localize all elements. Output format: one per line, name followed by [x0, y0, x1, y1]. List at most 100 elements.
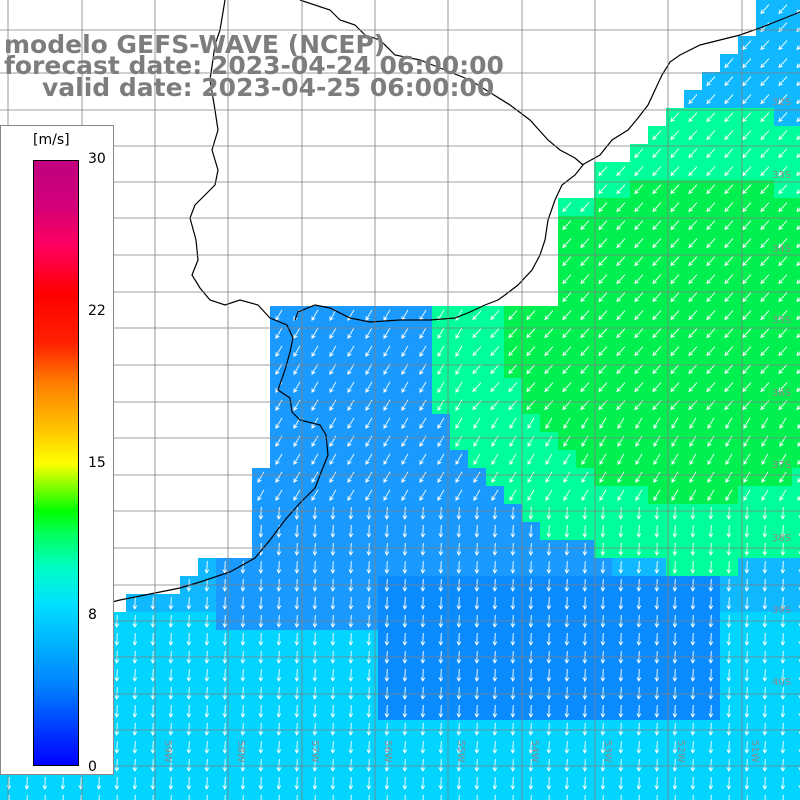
- wind-cell: [792, 378, 800, 396]
- wind-arrow: [365, 417, 373, 429]
- wind-arrow: [311, 471, 319, 483]
- wind-arrow: [726, 560, 732, 574]
- wind-arrow: [580, 328, 590, 339]
- wind-arrow: [707, 435, 715, 447]
- wind-arrow: [726, 596, 732, 610]
- wind-arrow: [530, 794, 532, 800]
- wind-arrow: [294, 506, 300, 520]
- wind-arrow: [420, 632, 426, 646]
- wind-arrow: [742, 238, 752, 249]
- wind-arrow: [510, 686, 516, 700]
- wind-arrow: [562, 346, 572, 357]
- wind-cell: [792, 450, 800, 468]
- wind-cell: [792, 594, 800, 612]
- wind-arrow: [653, 471, 661, 483]
- wind-arrow: [670, 382, 680, 393]
- wind-cell: [792, 540, 800, 558]
- wind-arrow: [438, 668, 444, 682]
- wind-arrow: [512, 794, 514, 800]
- wind-arrow: [563, 453, 571, 465]
- wind-cell: [792, 126, 800, 144]
- wind-arrow: [437, 381, 445, 393]
- wind-arrow: [618, 542, 624, 556]
- wind-arrow: [474, 686, 480, 700]
- wind-arrow: [152, 794, 154, 800]
- wind-arrow: [186, 740, 192, 754]
- wind-arrow: [636, 740, 642, 754]
- wind-arrow: [6, 776, 12, 790]
- wind-arrow: [708, 596, 714, 610]
- wind-arrow: [528, 686, 534, 700]
- wind-arrow: [562, 256, 572, 267]
- wind-arrow: [384, 542, 390, 556]
- wind-arrow: [420, 596, 426, 610]
- wind-arrow: [742, 130, 752, 141]
- wind-arrow: [347, 471, 355, 483]
- wind-arrow: [762, 740, 768, 754]
- wind-arrow: [707, 453, 715, 465]
- wind-arrow: [599, 489, 607, 501]
- wind-arrow: [545, 471, 553, 483]
- wind-arrow: [168, 758, 174, 772]
- wind-arrow: [778, 166, 788, 177]
- wind-arrow: [401, 327, 409, 339]
- wind-arrow: [419, 471, 427, 483]
- wind-arrow: [726, 758, 732, 772]
- wind-arrow: [528, 758, 534, 772]
- wind-arrow: [762, 668, 768, 682]
- wind-arrow: [330, 758, 336, 772]
- wind-arrow: [222, 704, 228, 718]
- wind-cell: [792, 216, 800, 234]
- wind-arrow: [761, 435, 769, 447]
- wind-arrow: [761, 417, 769, 429]
- wind-arrow: [312, 776, 318, 790]
- wind-arrow: [724, 256, 734, 267]
- wind-arrow: [276, 632, 282, 646]
- wind-arrow: [724, 238, 734, 249]
- wind-arrow: [545, 489, 553, 501]
- wind-arrow: [708, 686, 714, 700]
- wind-arrow: [168, 668, 174, 682]
- wind-arrow: [348, 542, 354, 556]
- wind-arrow: [742, 364, 752, 375]
- wind-arrow: [204, 668, 210, 682]
- wind-arrow: [293, 489, 301, 501]
- wind-arrow: [620, 794, 622, 800]
- wind-arrow: [742, 274, 752, 285]
- wind-arrow: [132, 686, 138, 700]
- wind-arrow: [562, 202, 572, 213]
- wind-arrow: [564, 596, 570, 610]
- wind-arrow: [672, 506, 678, 520]
- wind-arrow: [706, 184, 716, 195]
- wind-arrow: [778, 130, 788, 141]
- coastline: [0, 0, 800, 613]
- wind-arrow: [760, 220, 770, 231]
- wind-arrow: [688, 130, 698, 141]
- wind-arrow: [672, 560, 678, 574]
- wind-arrow: [742, 166, 752, 177]
- wind-arrow: [509, 435, 517, 447]
- wind-arrow: [635, 471, 643, 483]
- wind-arrow: [437, 489, 445, 501]
- wind-arrow: [671, 417, 679, 429]
- wind-arrow: [636, 632, 642, 646]
- wind-arrow: [366, 542, 372, 556]
- wind-arrow: [473, 489, 481, 501]
- wind-arrow: [510, 596, 516, 610]
- wind-arrow: [383, 471, 391, 483]
- wind-arrow: [222, 686, 228, 700]
- wind-arrow: [438, 524, 444, 538]
- wind-arrow: [654, 542, 660, 556]
- wind-arrow: [276, 722, 282, 736]
- wind-arrow: [437, 453, 445, 465]
- wind-arrow: [762, 704, 768, 718]
- wind-arrow: [472, 346, 482, 357]
- wind-arrow: [688, 148, 698, 159]
- wind-arrow: [616, 202, 626, 213]
- wind-arrow: [600, 542, 606, 556]
- wind-arrow: [780, 506, 786, 520]
- wind-arrow: [688, 328, 698, 339]
- wind-arrow: [598, 274, 608, 285]
- wind-arrow: [581, 489, 589, 501]
- wind-arrow: [760, 76, 770, 87]
